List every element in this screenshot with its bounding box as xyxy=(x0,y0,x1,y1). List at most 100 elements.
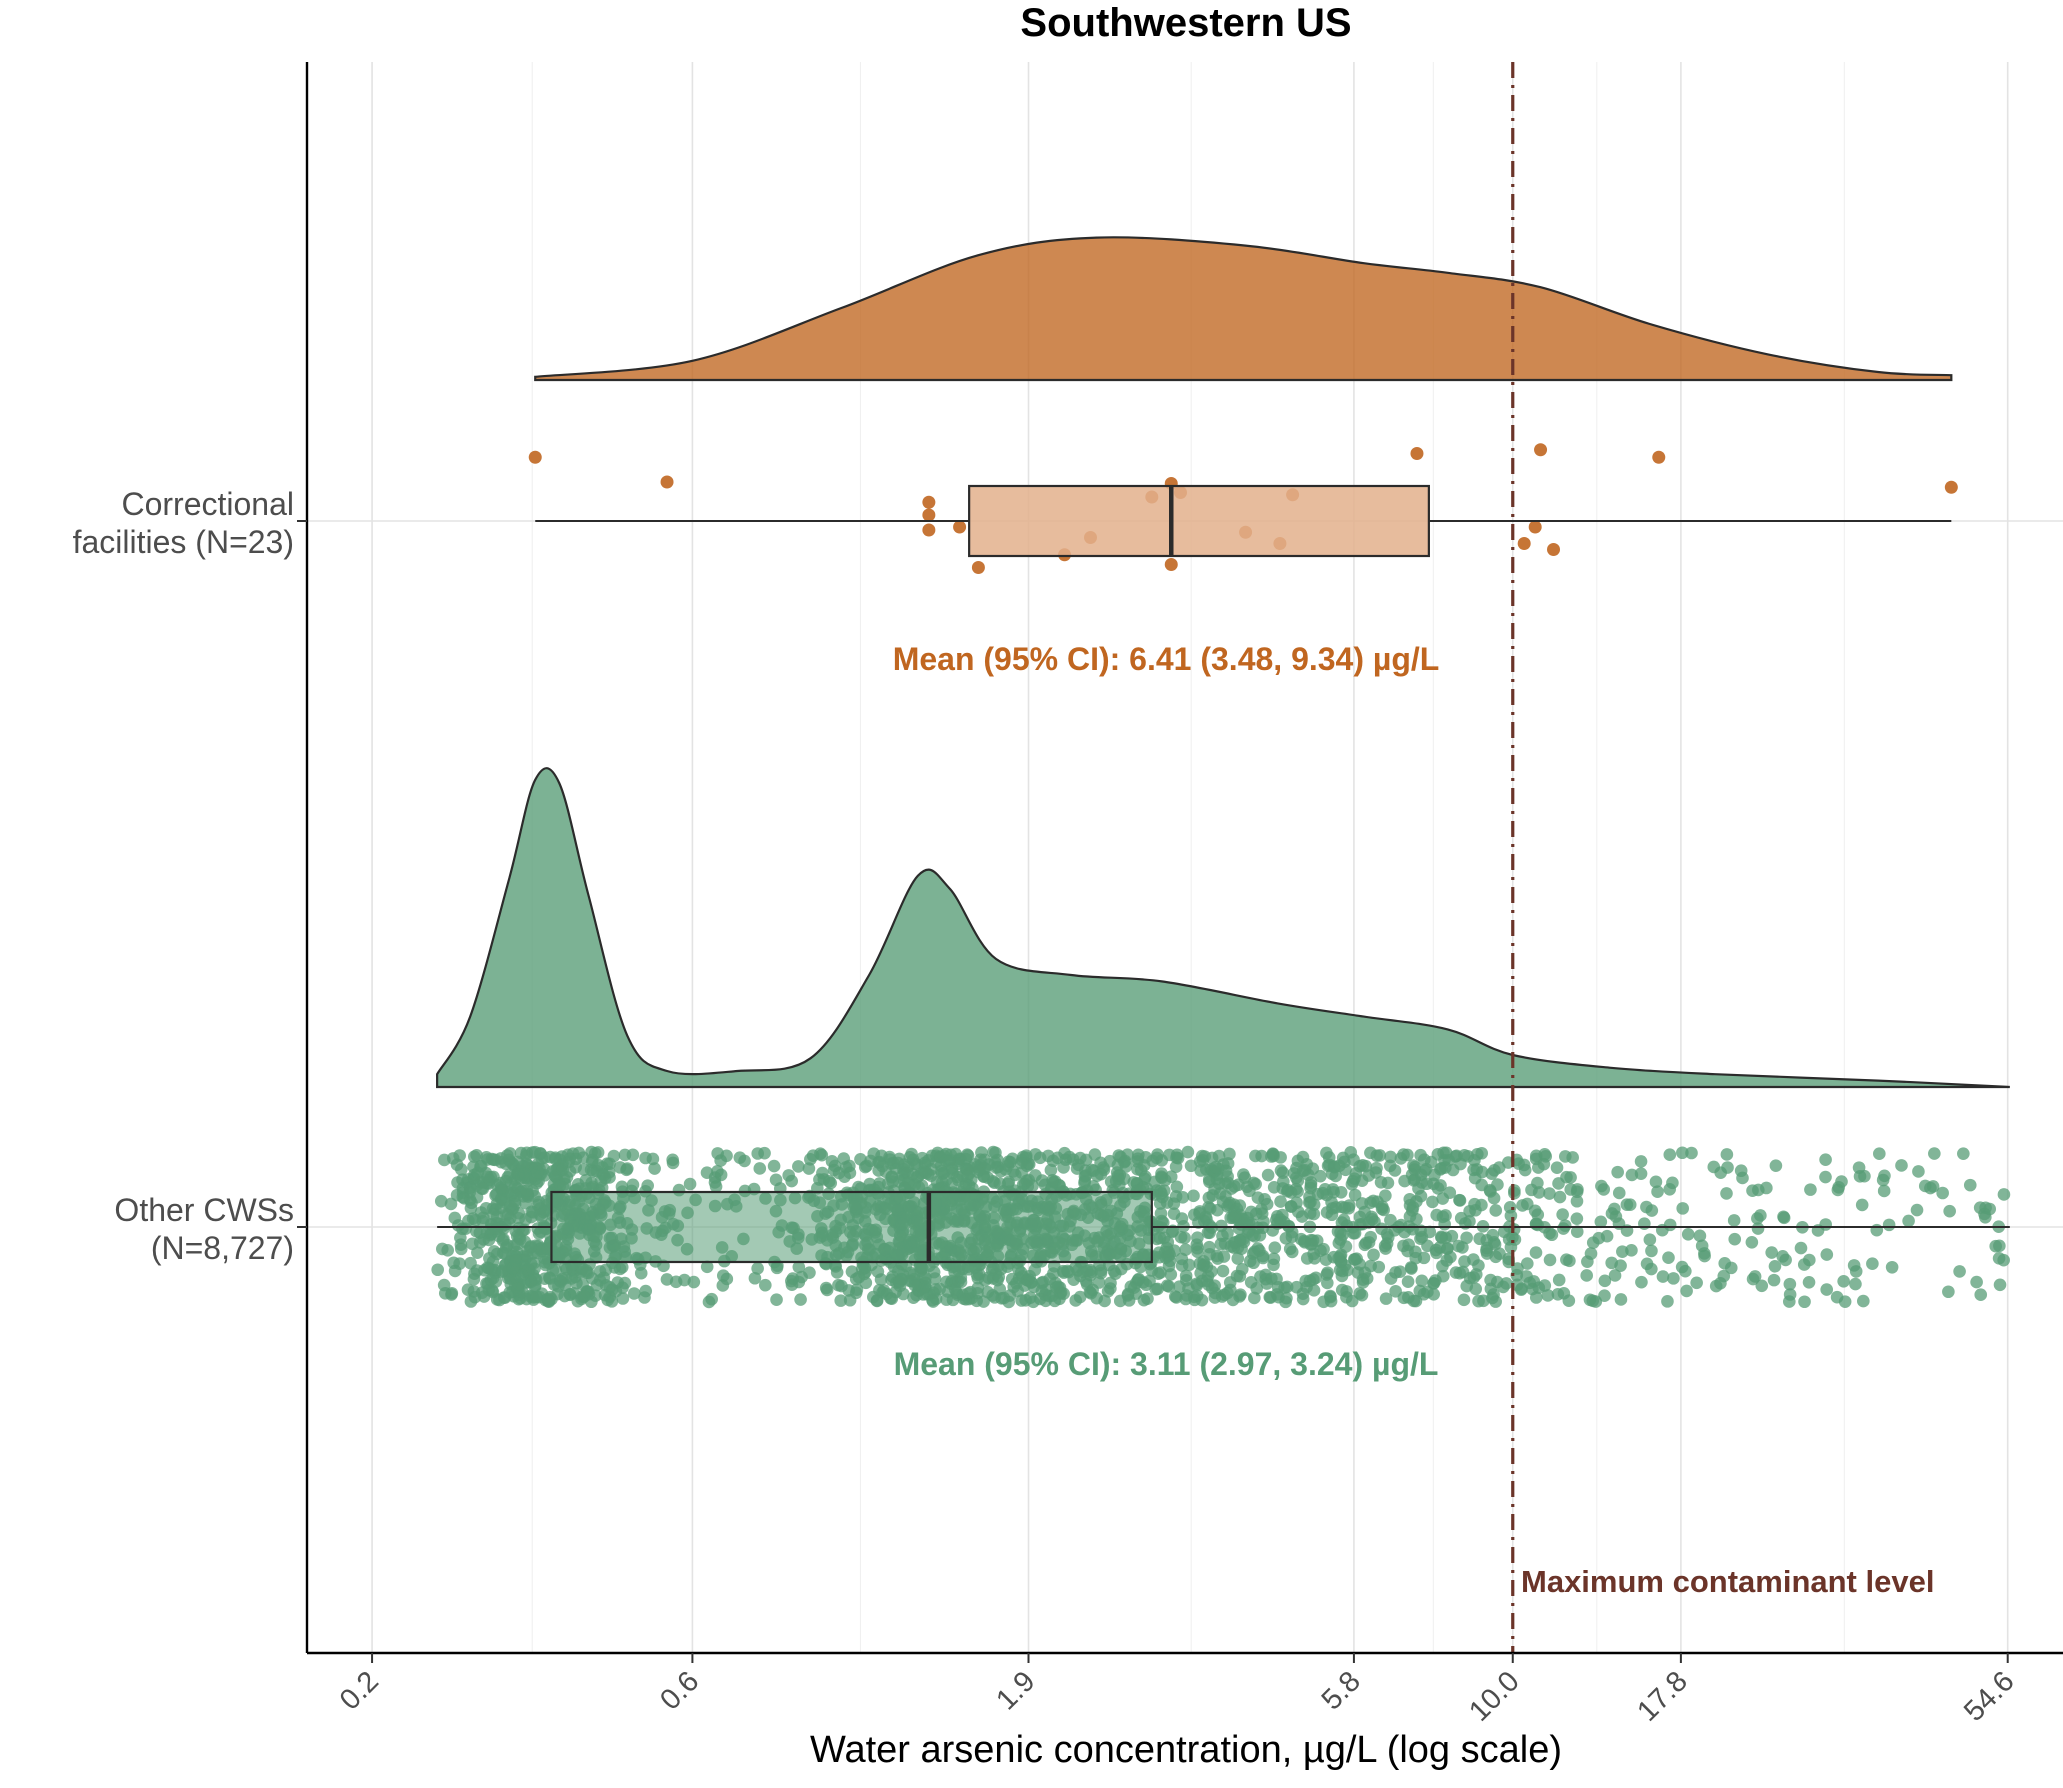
data-point xyxy=(1436,1210,1450,1224)
data-point xyxy=(1260,1197,1274,1211)
data-point xyxy=(597,1168,611,1182)
data-point xyxy=(1191,1231,1204,1244)
data-point xyxy=(1520,1257,1534,1270)
data-point xyxy=(1532,1161,1545,1174)
data-point xyxy=(961,1149,975,1162)
data-point xyxy=(1097,1163,1111,1176)
data-point xyxy=(1347,1153,1360,1166)
data-point xyxy=(1436,1269,1450,1283)
data-point xyxy=(1534,443,1548,457)
data-point xyxy=(639,1284,653,1298)
data-point xyxy=(1643,1233,1657,1247)
data-point xyxy=(453,1257,466,1271)
data-point xyxy=(506,1261,520,1275)
data-point xyxy=(465,1196,478,1210)
data-point xyxy=(1802,1275,1816,1289)
data-point xyxy=(1280,1291,1293,1305)
data-point xyxy=(534,1147,547,1160)
data-point xyxy=(1855,1198,1869,1212)
data-point xyxy=(1765,1246,1778,1259)
data-point xyxy=(1151,1282,1164,1296)
data-point xyxy=(1132,1272,1146,1286)
data-point xyxy=(1117,1172,1131,1186)
data-point xyxy=(1570,1212,1584,1225)
data-point xyxy=(1195,1149,1209,1163)
data-point xyxy=(913,1261,927,1274)
data-point xyxy=(1084,1287,1098,1300)
data-point xyxy=(1543,1253,1557,1267)
data-point xyxy=(1384,1150,1397,1164)
data-point xyxy=(1362,1216,1376,1229)
data-point xyxy=(448,1211,462,1225)
data-point xyxy=(1866,1257,1879,1271)
data-point xyxy=(1656,1270,1670,1283)
data-point xyxy=(837,1152,851,1165)
data-point xyxy=(1402,1291,1415,1304)
data-point xyxy=(1470,1163,1484,1176)
data-point xyxy=(1158,1173,1172,1187)
data-point xyxy=(1997,1253,2010,1267)
data-point xyxy=(1652,450,1666,464)
data-point xyxy=(1231,1252,1245,1265)
data-point xyxy=(930,1175,944,1189)
data-point xyxy=(1679,1264,1692,1278)
data-point xyxy=(1014,1156,1028,1170)
data-point xyxy=(1250,1282,1263,1295)
data-point xyxy=(782,1169,795,1182)
data-point xyxy=(1015,1166,1028,1179)
data-point xyxy=(528,450,542,464)
data-point xyxy=(1164,1268,1178,1281)
data-point xyxy=(466,1237,479,1251)
data-point xyxy=(616,1292,630,1305)
data-point xyxy=(1267,1258,1280,1272)
data-point xyxy=(569,1152,583,1166)
data-point xyxy=(1690,1276,1703,1290)
data-point xyxy=(1181,1145,1195,1159)
data-point xyxy=(1384,1213,1397,1227)
data-point xyxy=(1274,1195,1287,1208)
data-point xyxy=(1359,1159,1373,1173)
data-point xyxy=(1001,1177,1015,1191)
data-point xyxy=(1335,1200,1349,1214)
data-point xyxy=(1873,1147,1886,1160)
points-layer xyxy=(431,443,2011,1309)
data-point xyxy=(1943,1204,1956,1218)
data-point xyxy=(1280,1280,1294,1294)
data-point xyxy=(829,1260,843,1273)
data-point xyxy=(1877,1184,1891,1198)
data-point xyxy=(1496,1280,1510,1294)
data-point xyxy=(1620,1198,1634,1212)
data-point xyxy=(1676,1146,1689,1160)
data-point xyxy=(1902,1214,1915,1228)
data-point xyxy=(1882,1218,1896,1232)
data-point xyxy=(794,1293,807,1306)
data-point xyxy=(1768,1259,1782,1273)
data-point xyxy=(485,1152,499,1166)
data-point xyxy=(1663,1148,1677,1162)
data-point xyxy=(1552,1273,1566,1287)
data-point xyxy=(1298,1236,1312,1249)
data-point xyxy=(477,1233,490,1246)
data-point xyxy=(556,1163,570,1177)
data-point xyxy=(441,1244,455,1257)
data-point xyxy=(919,1166,933,1179)
data-point xyxy=(1504,1209,1518,1223)
data-point xyxy=(1614,1293,1628,1306)
data-point xyxy=(590,1278,604,1292)
data-point xyxy=(1379,1292,1393,1305)
data-point xyxy=(1645,1204,1659,1217)
data-point xyxy=(1388,1164,1402,1177)
data-point xyxy=(1942,1285,1955,1299)
data-point xyxy=(615,1260,629,1274)
data-point xyxy=(1176,1191,1190,1204)
data-point xyxy=(1819,1153,1832,1167)
boxplot-layer xyxy=(437,484,2010,1264)
density-cloud-other xyxy=(436,767,2010,1089)
group-label-correctional-line1: Correctional xyxy=(121,486,294,522)
data-point xyxy=(515,1268,529,1282)
data-point xyxy=(1520,1197,1534,1211)
data-point xyxy=(1394,1218,1408,1232)
data-point xyxy=(1038,1288,1052,1302)
data-point xyxy=(1184,1159,1198,1173)
data-point xyxy=(1767,1273,1781,1287)
